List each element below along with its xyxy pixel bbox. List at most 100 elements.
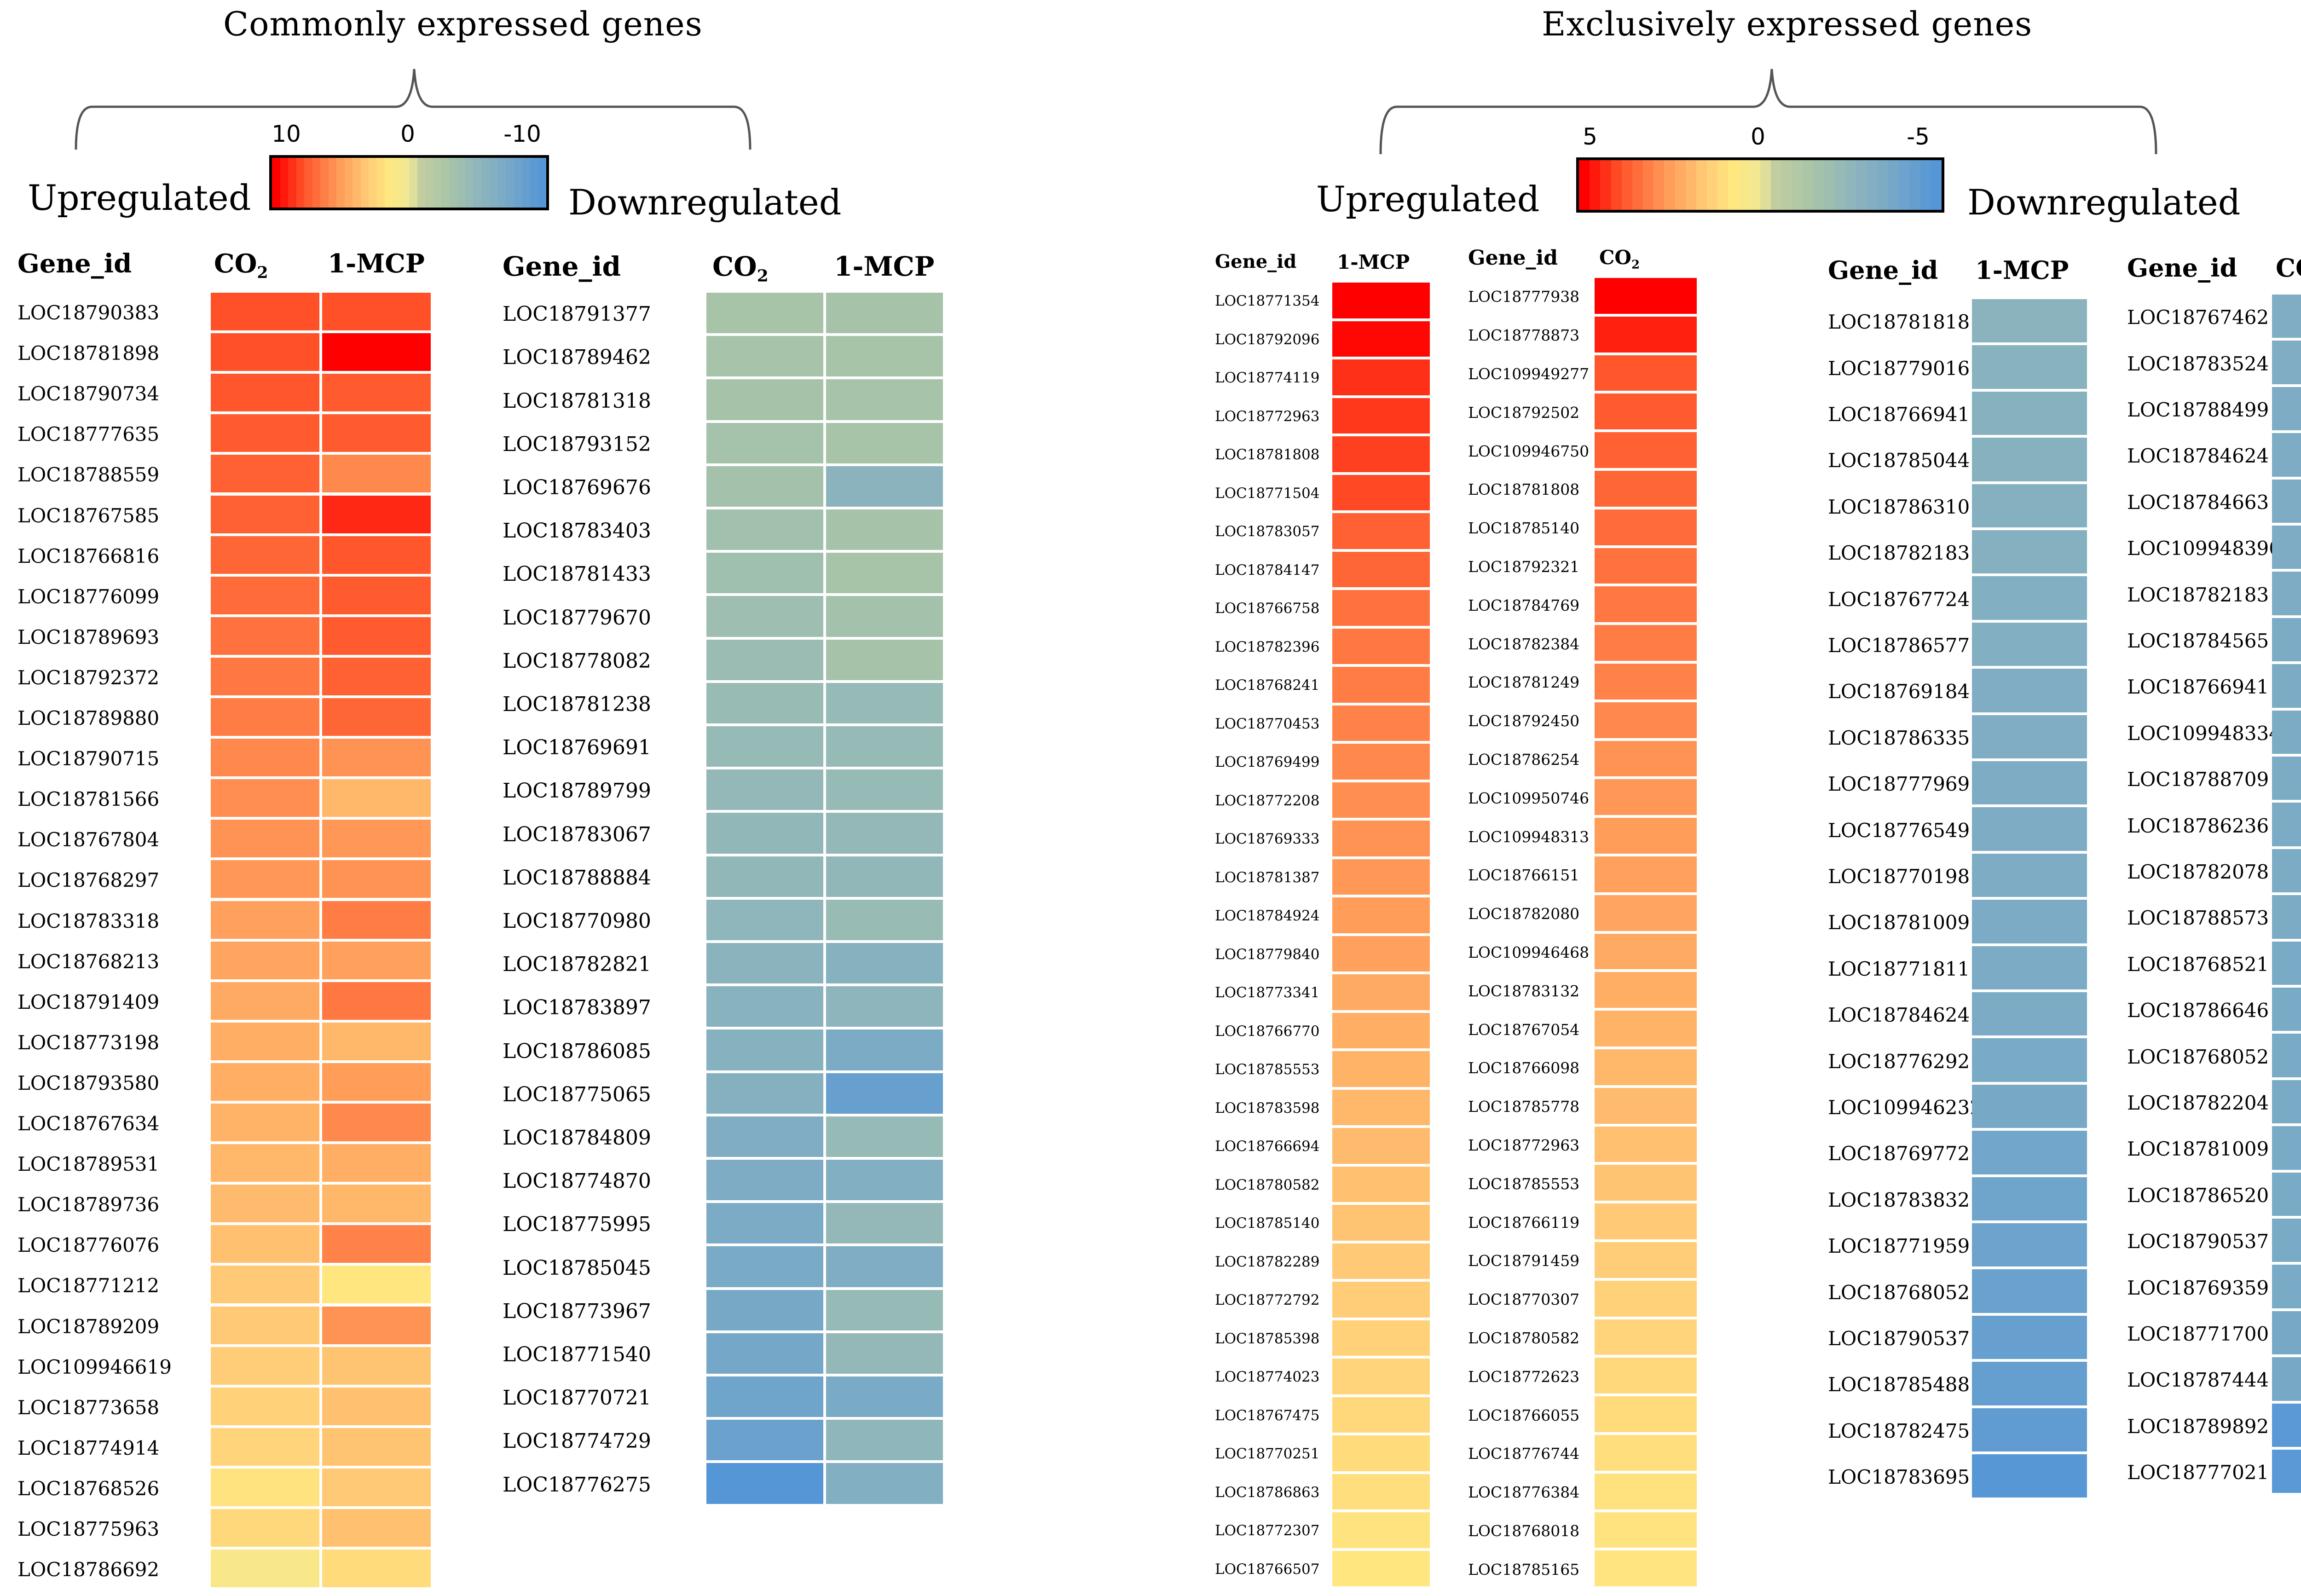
colorbar-segment xyxy=(272,158,280,208)
colorbar-segment xyxy=(490,158,498,208)
gene-label: LOC18784624 xyxy=(1828,1004,1970,1027)
heatmap-cell xyxy=(322,1022,434,1063)
heatmap-cell xyxy=(322,1509,434,1550)
colorbar-segment xyxy=(1899,160,1910,210)
column-header-main: 1-MCP xyxy=(834,251,935,282)
colorbar-segment xyxy=(1653,160,1665,210)
gene-label: LOC18791459 xyxy=(1468,1252,1580,1270)
heatmap-cell xyxy=(1972,576,2090,623)
gene-label: LOC18786520 xyxy=(2127,1184,2269,1207)
colorbar-segment xyxy=(369,158,377,208)
gene-label: LOC18789880 xyxy=(17,707,160,730)
gene-label: LOC18771212 xyxy=(17,1274,160,1297)
gene-label: LOC18788559 xyxy=(17,463,160,486)
heatmap-cell xyxy=(826,1203,946,1247)
heatmap-cell xyxy=(1595,1203,1700,1242)
heatmap-cell xyxy=(826,466,946,509)
gene-label: LOC18779016 xyxy=(1828,357,1970,380)
gene-label: LOC109946232 xyxy=(1828,1096,1982,1119)
gene-label: LOC18781818 xyxy=(1828,311,1970,334)
gene-label: LOC18783318 xyxy=(17,909,160,932)
heatmap-cell xyxy=(1972,807,2090,854)
colorbar-segment xyxy=(1600,160,1611,210)
colorbar-segment xyxy=(1771,160,1782,210)
gene-label: LOC18786310 xyxy=(1828,495,1970,518)
colorbar-segment xyxy=(1728,160,1739,210)
gene-label: LOC18776099 xyxy=(17,585,160,608)
gene-label: LOC18784663 xyxy=(2127,491,2269,514)
heatmap-cell xyxy=(2272,1172,2301,1219)
colorbar-segment xyxy=(409,158,417,208)
heatmap-cell xyxy=(1595,548,1700,587)
gene-label: LOC18784769 xyxy=(1468,596,1580,614)
heatmap-cell xyxy=(706,639,826,683)
colorbar-segment xyxy=(497,158,506,208)
common-title: Commonly expressed genes xyxy=(223,5,703,43)
heatmap-cell xyxy=(1595,856,1700,895)
exclusive-tick-5: 5 xyxy=(1583,123,1597,150)
heatmap-cell xyxy=(1595,432,1700,471)
column-header-main: CO xyxy=(214,249,257,279)
heatmap-cell xyxy=(1332,1397,1433,1435)
heatmap-cell xyxy=(1595,316,1700,355)
heatmap-cell xyxy=(2272,664,2301,711)
heatmap-cell xyxy=(1332,782,1433,821)
column-header: 1-MCP xyxy=(1975,255,2069,285)
gene-label: LOC18773198 xyxy=(17,1031,160,1054)
gene-label: LOC18783598 xyxy=(1215,1099,1320,1116)
heatmap-cell xyxy=(1332,936,1433,974)
gene-label: LOC18772208 xyxy=(1215,792,1320,809)
heatmap-cell xyxy=(706,856,826,900)
heatmap-cell xyxy=(1595,1126,1700,1165)
heatmap-cell xyxy=(211,617,322,658)
colorbar-segment xyxy=(1685,160,1696,210)
colorbar-segment xyxy=(441,158,450,208)
heatmap-cell xyxy=(706,726,826,770)
heatmap-cell xyxy=(1972,391,2090,438)
heatmap-cell xyxy=(322,1468,434,1509)
colorbar-segment xyxy=(1909,160,1920,210)
gene-label: LOC18782183 xyxy=(2127,583,2269,606)
heatmap-cell xyxy=(1972,622,2090,669)
heatmap-cell xyxy=(322,657,434,698)
gene-label: LOC18786236 xyxy=(2127,814,2269,837)
gene-label: LOC18786335 xyxy=(1828,726,1970,749)
gene-label: LOC18778873 xyxy=(1468,326,1580,345)
gene-label: LOC18785140 xyxy=(1468,519,1580,538)
gene-label: LOC18776744 xyxy=(1468,1445,1580,1463)
gene-label: LOC18782475 xyxy=(1828,1419,1970,1442)
colorbar-segment xyxy=(1856,160,1867,210)
colorbar-segment xyxy=(376,158,385,208)
heatmap-cell xyxy=(1332,1435,1433,1474)
common-tick-neg10: -10 xyxy=(503,121,541,147)
heatmap-cell xyxy=(1332,859,1433,897)
heatmap-cell xyxy=(706,1073,826,1116)
heatmap-cell xyxy=(826,509,946,553)
colorbar-segment xyxy=(304,158,312,208)
gene-label: LOC18770980 xyxy=(503,909,651,933)
gene-label: LOC18768213 xyxy=(17,950,160,973)
heatmap-cell xyxy=(826,1333,946,1376)
heatmap-cell xyxy=(1595,664,1700,702)
heatmap-cell xyxy=(1972,761,2090,808)
gene-label: LOC18773967 xyxy=(503,1299,651,1323)
column-header-main: 1-MCP xyxy=(1337,251,1410,273)
heatmap-cell xyxy=(1595,278,1700,317)
heatmap-cell xyxy=(1332,513,1433,552)
gene-label: LOC18775065 xyxy=(503,1082,651,1106)
heatmap-cell xyxy=(211,333,322,374)
heatmap-cell xyxy=(826,1290,946,1333)
heatmap-cell xyxy=(1972,530,2090,577)
heatmap-cell xyxy=(2272,757,2301,803)
exclusive-tick-neg5: -5 xyxy=(1907,123,1930,150)
heatmap-cell xyxy=(1332,1320,1433,1359)
colorbar-segment xyxy=(1643,160,1654,210)
common-downregulated-label: Downregulated xyxy=(568,182,842,223)
heatmap-cell xyxy=(211,860,322,901)
heatmap-cell xyxy=(322,779,434,820)
heatmap-cell xyxy=(826,986,946,1030)
heatmap-cell xyxy=(1972,1223,2090,1270)
exclusive-downregulated-label: Downregulated xyxy=(1967,182,2241,223)
colorbar-segment xyxy=(1621,160,1632,210)
